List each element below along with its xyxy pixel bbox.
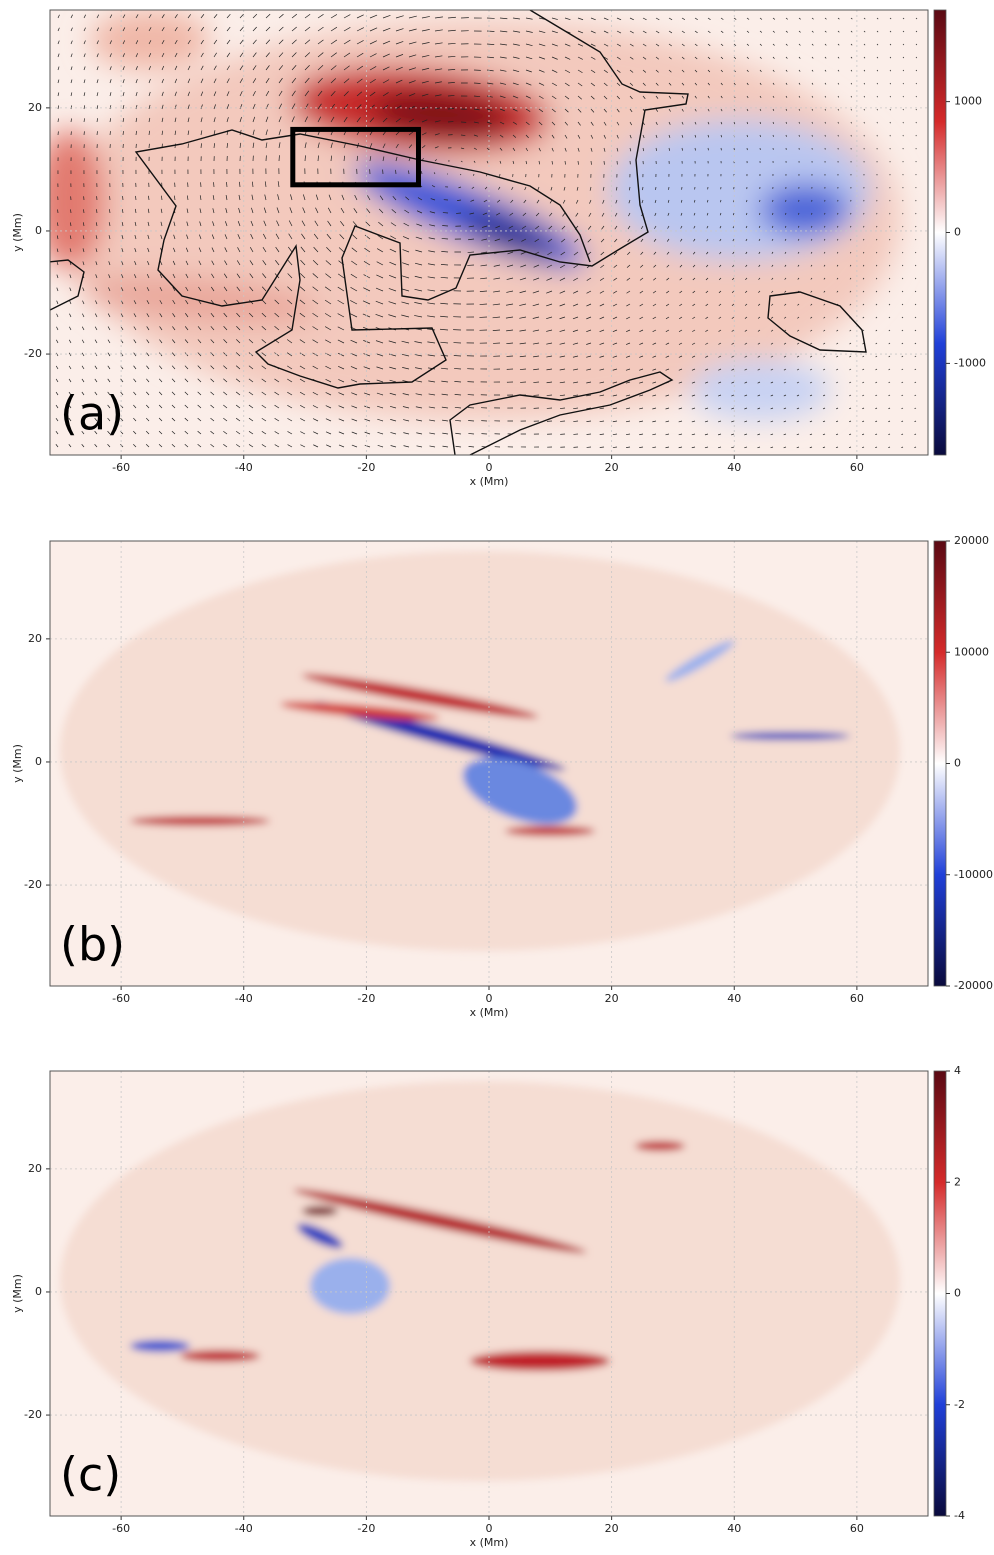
x-tick-label: 0 — [486, 992, 493, 1005]
field-blob — [130, 1340, 190, 1352]
field-blob — [302, 1206, 338, 1216]
x-tick-label: -40 — [235, 1522, 253, 1535]
colorbar-tick-label: -1000 — [954, 356, 986, 369]
vector-arrow — [825, 122, 826, 124]
panel-label: (a) — [60, 387, 124, 441]
panel: -60 -40 -20 0 20 40 60 -20 0 20 x (Mm) y (Mm) (b) 200… — [11, 534, 993, 1019]
colorbar-tick-label: 4 — [954, 1064, 961, 1077]
field-blob — [130, 816, 270, 826]
vector-arrow — [135, 196, 136, 200]
x-tick-label: -20 — [357, 1522, 375, 1535]
y-tick-label: 0 — [35, 224, 42, 237]
vector-arrow — [902, 239, 903, 240]
x-tick-label: -60 — [112, 992, 130, 1005]
y-axis-label: y (Mm) — [11, 1274, 24, 1313]
x-tick-label: 20 — [605, 992, 619, 1005]
colorbar-tick-label: 0 — [954, 1287, 961, 1300]
vector-arrow — [600, 447, 604, 448]
x-tick-label: 40 — [727, 1522, 741, 1535]
colorbar-tick-label: 1000 — [954, 95, 982, 108]
vector-arrow — [811, 213, 812, 215]
colorbar-tick-label: -4 — [954, 1509, 965, 1522]
field-blob — [310, 1258, 390, 1314]
x-tick-label: 60 — [850, 992, 864, 1005]
colorbar-tick-label: -10000 — [954, 868, 993, 881]
x-tick-label: 40 — [727, 992, 741, 1005]
y-tick-label: 0 — [35, 755, 42, 768]
x-tick-label: 20 — [605, 1522, 619, 1535]
y-tick-label: -20 — [24, 1408, 42, 1421]
y-tick-label: 20 — [28, 632, 42, 645]
x-axis-label: x (Mm) — [470, 475, 509, 488]
field-blob — [730, 732, 850, 740]
x-axis-label: x (Mm) — [470, 1006, 509, 1019]
x-tick-label: -40 — [235, 992, 253, 1005]
vector-arrow — [863, 226, 864, 227]
colorbar-tick-label: -20000 — [954, 979, 993, 992]
x-axis-label: x (Mm) — [470, 1536, 509, 1549]
y-tick-label: 20 — [28, 1162, 42, 1175]
colorbar-tick-label: 0 — [954, 226, 961, 239]
field-blob — [760, 184, 850, 236]
field-blob — [60, 1081, 900, 1481]
x-tick-label: 40 — [727, 461, 741, 474]
field-blob — [470, 1351, 610, 1371]
panel-label: (b) — [60, 918, 125, 972]
field-blobs — [60, 1081, 900, 1481]
vector-arrow — [695, 148, 696, 150]
y-tick-label: -20 — [24, 347, 42, 360]
x-tick-label: 60 — [850, 461, 864, 474]
x-tick-label: 0 — [486, 461, 493, 474]
y-tick-label: 0 — [35, 1285, 42, 1298]
y-tick-label: -20 — [24, 878, 42, 891]
y-axis-label: y (Mm) — [11, 213, 24, 252]
vector-arrow — [916, 96, 917, 97]
x-tick-label: -20 — [357, 461, 375, 474]
x-tick-label: -40 — [235, 461, 253, 474]
field-blob — [505, 826, 595, 836]
y-axis-label: y (Mm) — [11, 744, 24, 783]
colorbar-tick-label: -2 — [954, 1398, 965, 1411]
panel: -60 -40 -20 0 20 40 60 -20 0 20 x (Mm) y (Mm) (a) 100… — [11, 10, 986, 488]
field-blobs — [60, 551, 900, 951]
field — [35, 10, 928, 455]
vector-arrow — [915, 239, 916, 240]
vector-arrow — [877, 109, 878, 110]
x-tick-label: -60 — [112, 1522, 130, 1535]
field-blob — [635, 1141, 685, 1151]
x-tick-label: -20 — [357, 992, 375, 1005]
colorbar-tick-label: 10000 — [954, 645, 989, 658]
panel-label: (c) — [60, 1448, 121, 1502]
colorbar — [934, 10, 946, 455]
colorbar — [934, 1071, 946, 1516]
field-blob — [90, 10, 210, 70]
x-tick-label: -60 — [112, 461, 130, 474]
x-tick-label: 0 — [486, 1522, 493, 1535]
x-tick-label: 20 — [605, 461, 619, 474]
colorbar — [934, 541, 946, 986]
field-blob — [180, 1350, 260, 1362]
colorbar-tick-label: 0 — [954, 757, 961, 770]
y-tick-label: 20 — [28, 101, 42, 114]
colorbar-tick-label: 20000 — [954, 534, 989, 547]
x-tick-label: 60 — [850, 1522, 864, 1535]
colorbar-tick-label: 2 — [954, 1175, 961, 1188]
